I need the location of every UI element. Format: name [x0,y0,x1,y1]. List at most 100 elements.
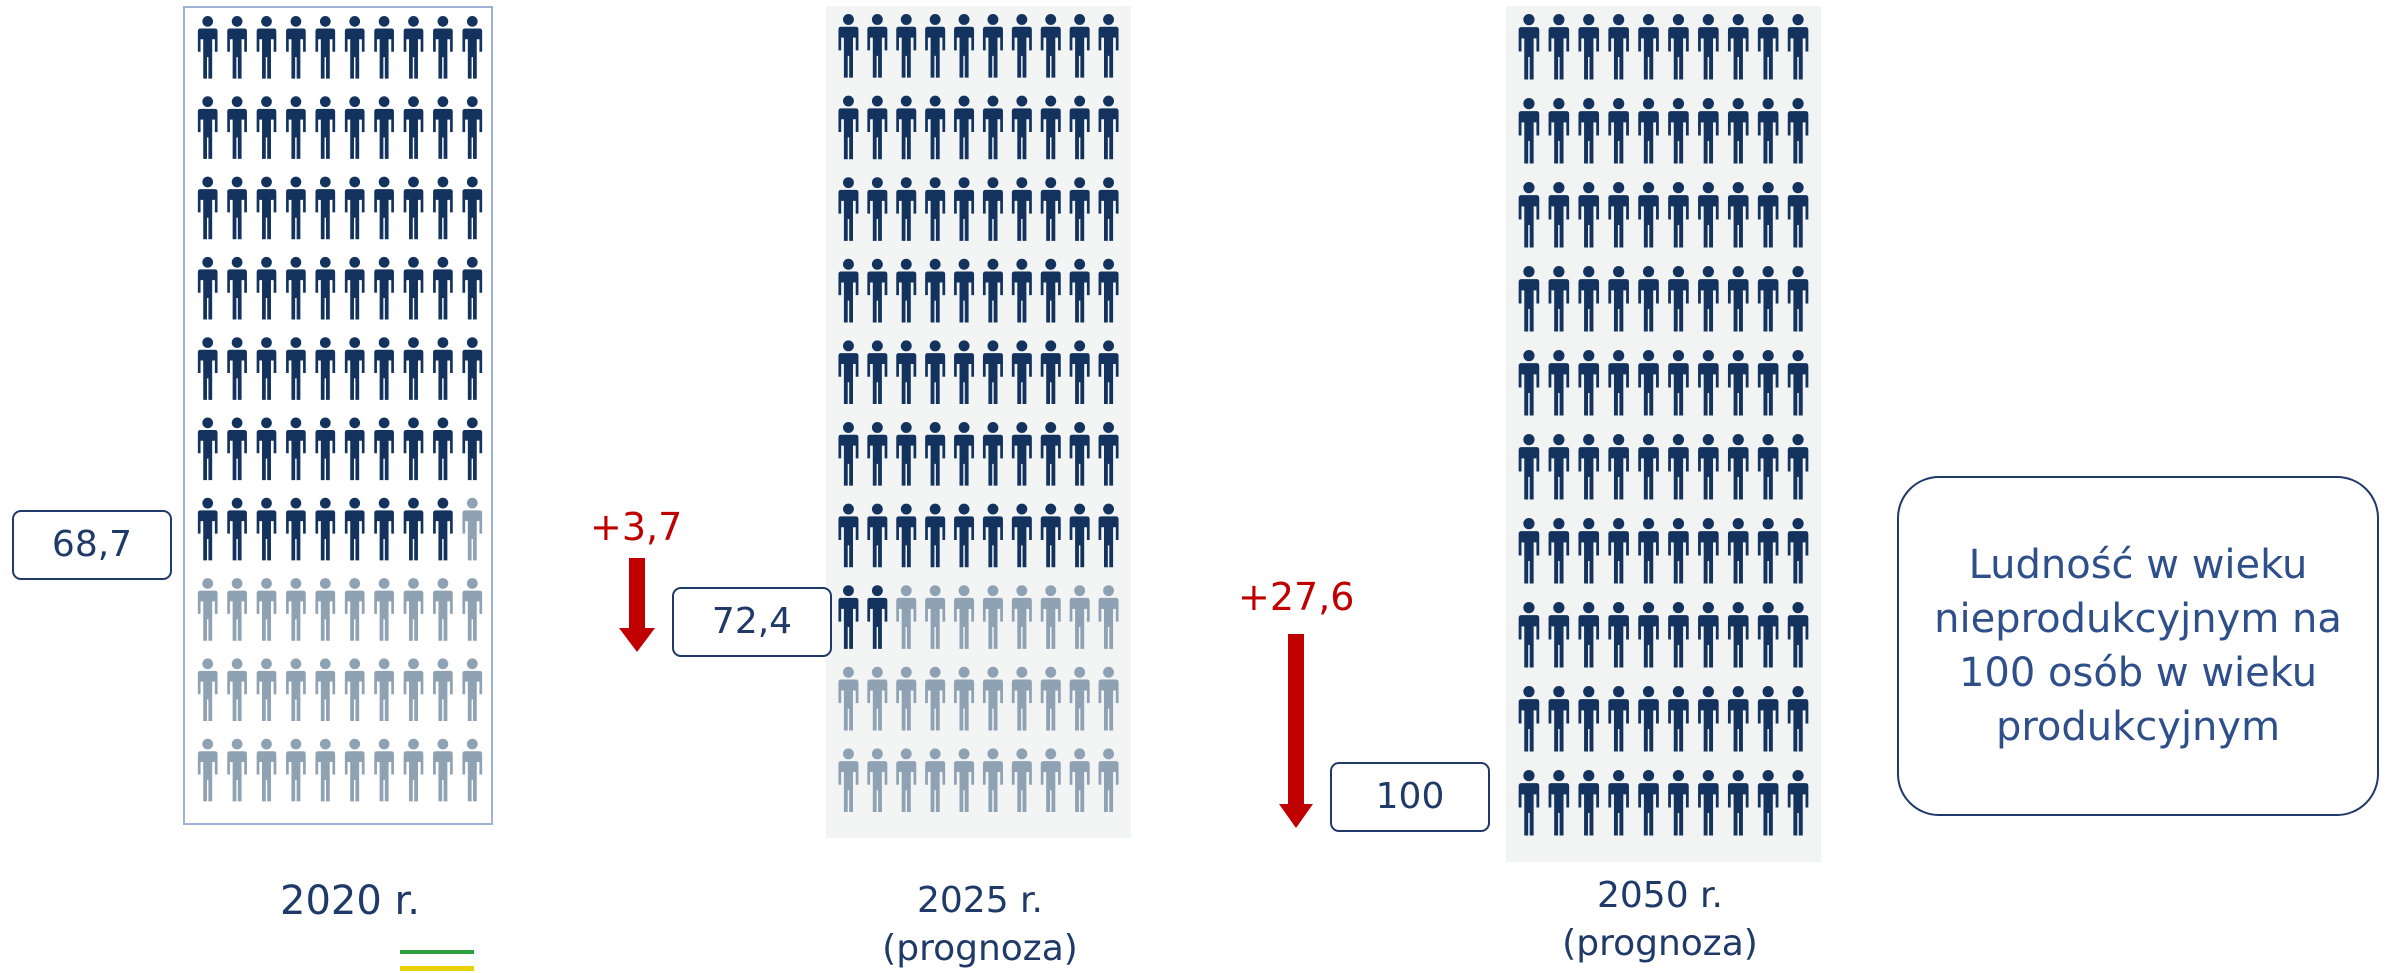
person-icon-empty [286,738,306,802]
person-icon-filled [1040,422,1061,486]
person-icon-filled [1668,602,1689,668]
person-icon-filled [925,177,946,241]
person-icon-filled [344,176,365,240]
person-icon-filled [1608,518,1629,584]
person-icon-filled [867,503,888,568]
person-icon-filled [1608,98,1629,164]
person-icon-filled [433,16,453,79]
person-icon-filled [1727,602,1749,668]
person-icon-filled [1787,182,1809,248]
pictogram-panel-2020 [183,6,493,825]
person-icon-filled [1518,14,1540,80]
person-icon-filled [1011,177,1032,241]
person-icon-filled [197,497,218,561]
person-icon-filled [1069,14,1090,78]
person-icon-filled [925,258,946,323]
person-icon-filled [315,16,336,79]
person-icon-filled [374,96,394,159]
person-icon-filled [1518,434,1540,500]
person-icon-filled [256,417,277,481]
person-icon-filled [1578,98,1600,164]
person-icon-empty [867,748,888,813]
person-icon-filled [1668,434,1689,500]
person-icon-empty [433,578,453,641]
person-icon-filled [1727,266,1749,332]
person-icon-filled [1578,602,1600,668]
person-icon-filled [1040,340,1061,405]
person-icon-filled [1608,182,1629,248]
person-icon-filled [433,497,453,561]
person-icon-empty [256,578,277,641]
person-icon-empty [286,658,306,722]
person-icon-filled [1727,98,1749,164]
person-icon-filled [1548,98,1570,164]
person-icon-empty [1069,666,1090,731]
person-icon-filled [954,177,975,241]
person-icon-filled [344,16,365,79]
person-icon-filled [1727,182,1749,248]
person-icon-filled [1578,686,1600,752]
person-icon-empty [286,578,306,641]
person-icon-filled [1069,258,1090,323]
person-icon-empty [838,666,859,731]
person-icon-filled [286,256,306,320]
person-icon-filled [1698,350,1719,416]
person-icon-empty [982,585,1003,649]
down-arrow-icon [619,558,655,652]
person-icon-filled [315,337,336,400]
person-icon-empty [1040,748,1061,813]
person-icon-empty [227,738,247,802]
person-icon-filled [1757,770,1779,836]
person-icon-empty [227,658,247,722]
person-icon-empty [896,585,917,649]
person-icon-filled [227,417,247,481]
person-icon-filled [462,16,483,79]
person-icon-filled [286,96,306,159]
person-icon-empty [1069,748,1090,813]
person-icon-filled [197,256,218,320]
person-icon-filled [1098,258,1119,323]
person-icon-filled [1518,518,1540,584]
person-icon-filled [256,176,277,240]
person-icon-filled [1548,266,1570,332]
person-icon-filled [1698,98,1719,164]
person-icon-filled [982,503,1003,568]
person-icon-filled [1548,770,1570,836]
person-icon-filled [838,258,859,323]
person-icon-filled [256,96,277,159]
person-icon-filled [1608,266,1629,332]
year-text: 2050 r. [1597,875,1723,916]
person-icon-filled [1608,434,1629,500]
person-icon-empty [954,585,975,649]
person-icon-filled [1698,434,1719,500]
person-icon-filled [1548,350,1570,416]
person-icon-filled [1727,518,1749,584]
person-icon-filled [838,503,859,568]
person-icon-empty [925,666,946,731]
pictogram-2025 [838,14,1119,813]
person-icon-filled [1548,182,1570,248]
person-icon-filled [1578,518,1600,584]
person-icon-filled [1098,503,1119,568]
person-icon-filled [403,337,424,400]
legend-swatch [400,950,474,971]
person-icon-filled [1011,340,1032,405]
pictogram-panel-2025 [826,6,1131,838]
person-icon-filled [1069,422,1090,486]
person-icon-filled [374,497,394,561]
person-icon-filled [1698,518,1719,584]
person-icon-filled [1040,258,1061,323]
person-icon-empty [227,578,247,641]
person-icon-filled [1638,350,1659,416]
person-icon-filled [1668,686,1689,752]
person-icon-filled [433,96,453,159]
person-icon-filled [374,417,394,481]
person-icon-filled [344,417,365,481]
person-icon-filled [896,14,917,78]
person-icon-filled [1040,14,1061,78]
person-icon-filled [1578,182,1600,248]
person-icon-filled [1727,686,1749,752]
person-icon-filled [227,337,247,400]
person-icon-empty [1069,585,1090,649]
person-icon-filled [1098,14,1119,78]
